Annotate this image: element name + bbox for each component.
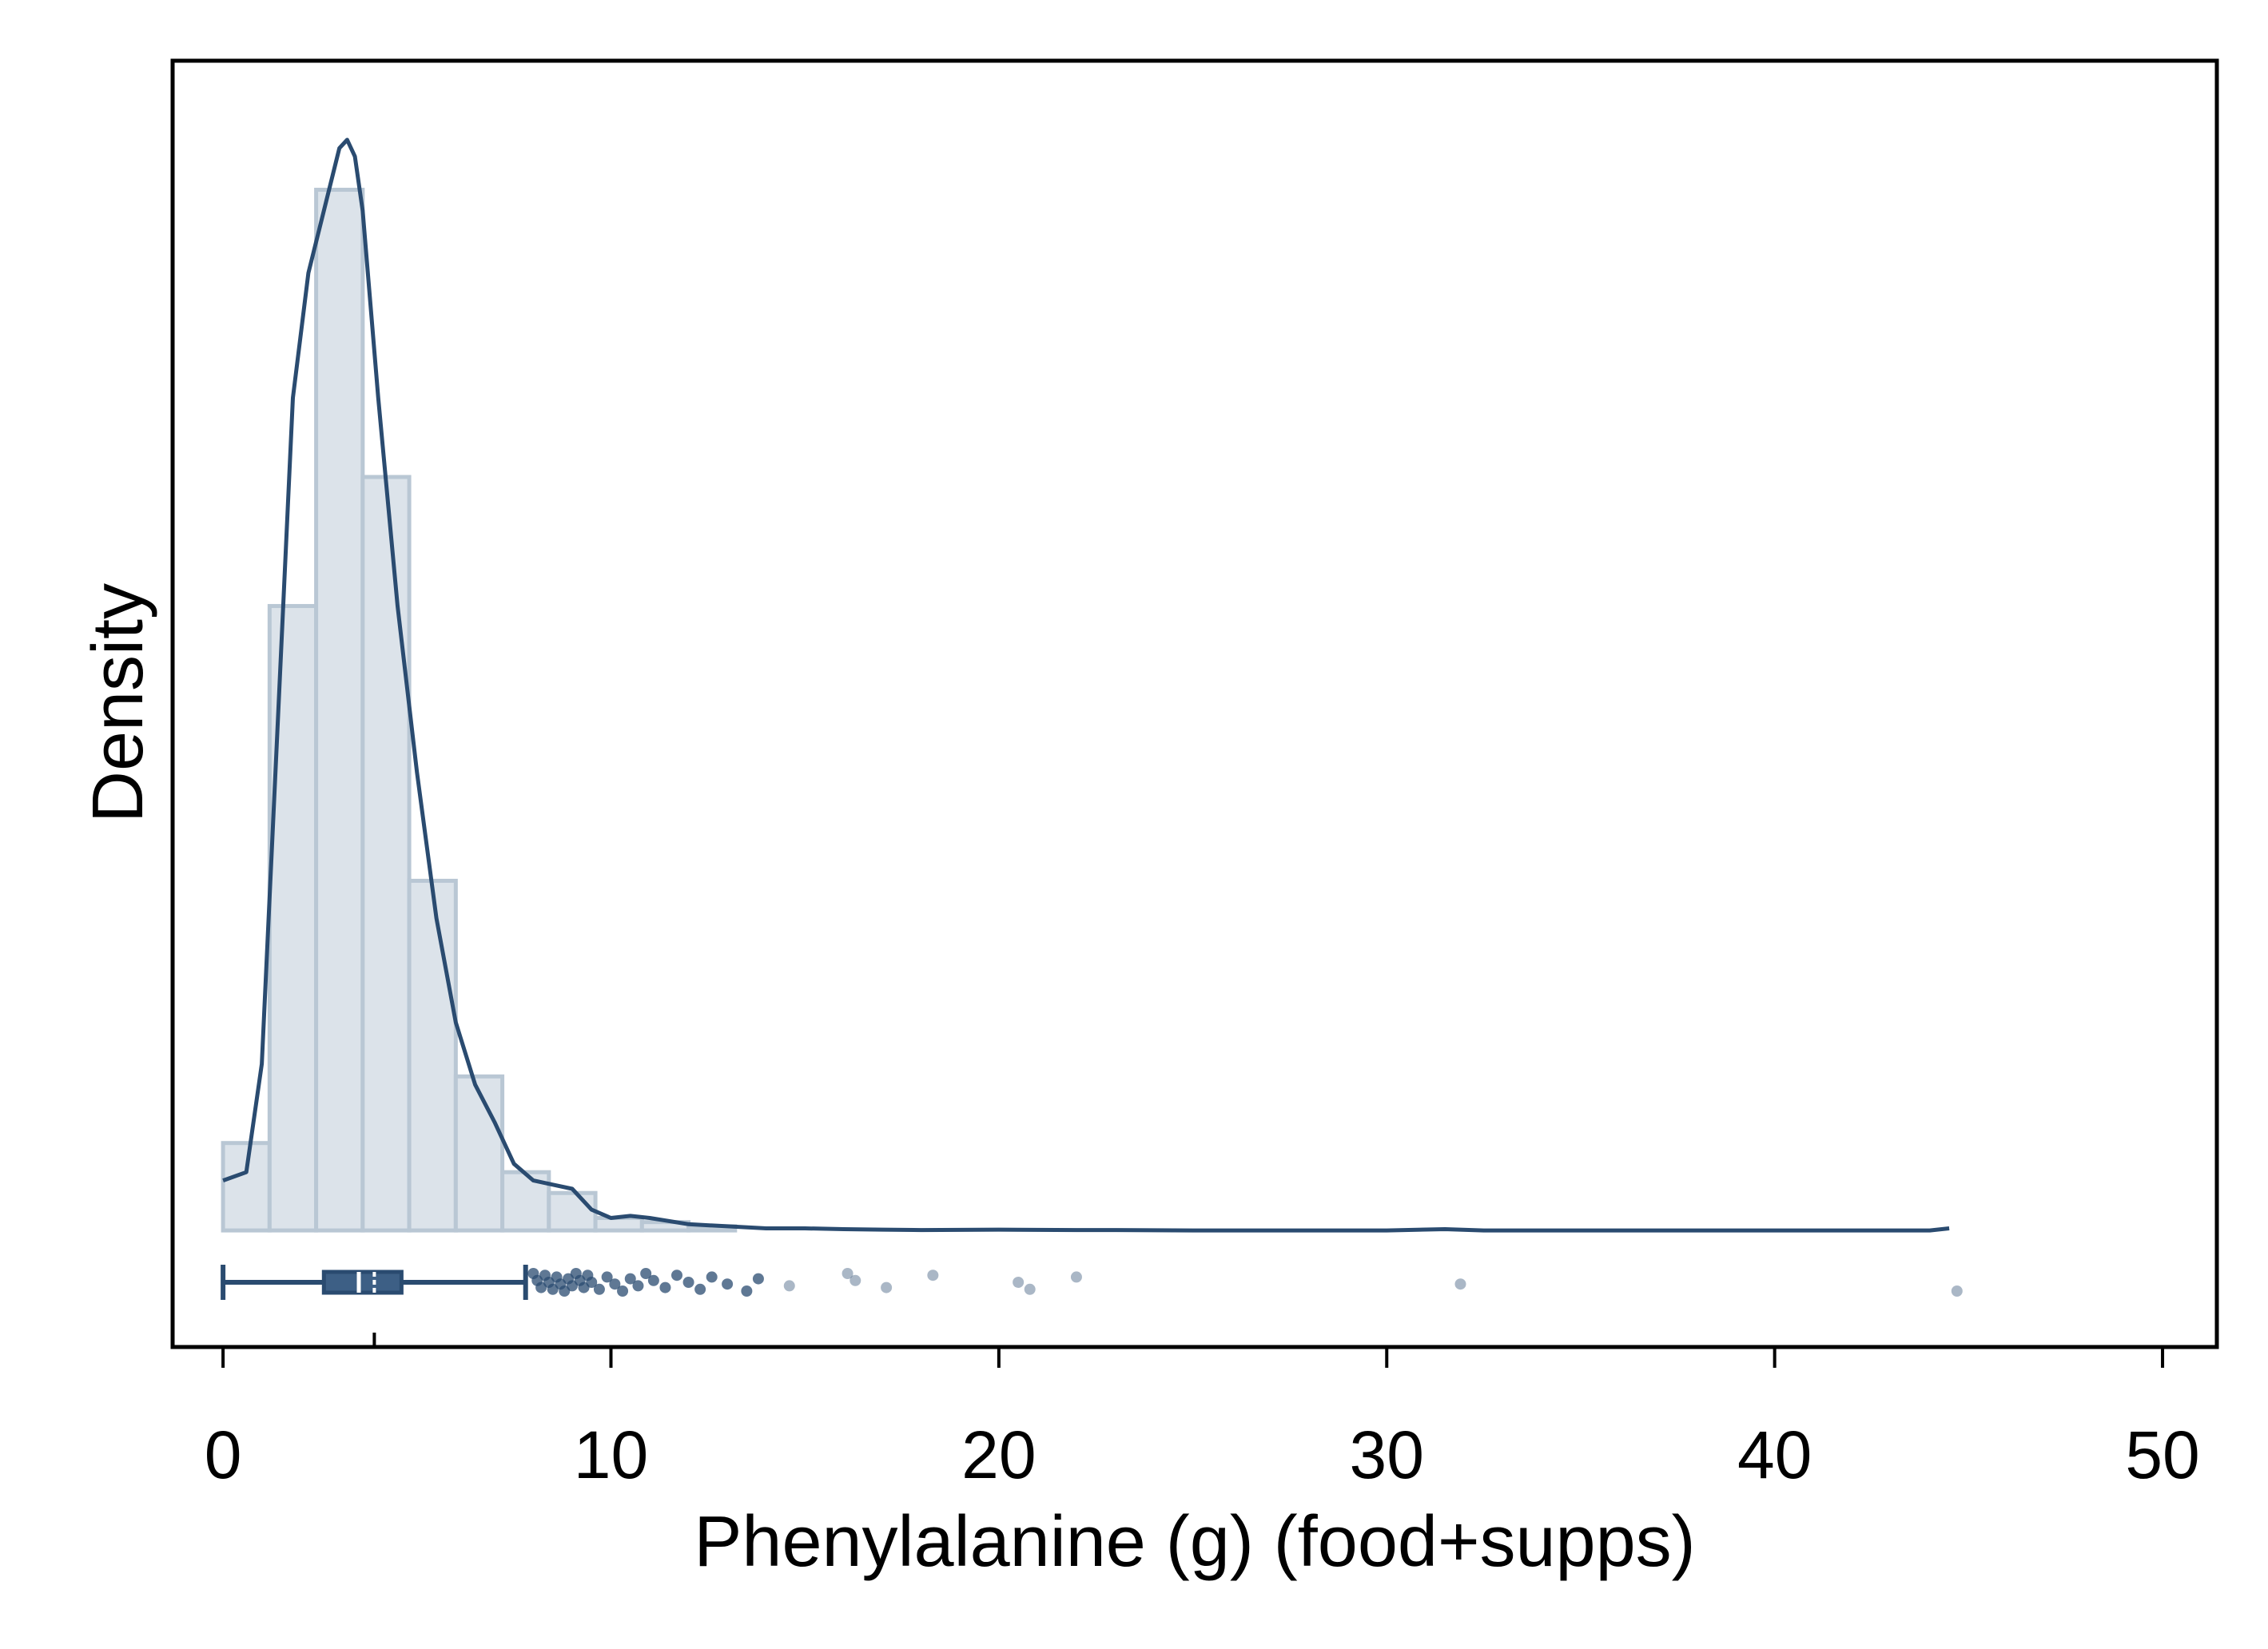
histogram-bars (221, 188, 738, 1233)
outlier-point (752, 1273, 764, 1285)
histogram-bar-3 (360, 475, 412, 1233)
histogram-bar-5 (453, 1074, 505, 1233)
histogram-bar-1 (267, 604, 319, 1233)
density-curve-layer (222, 137, 1950, 1233)
iqr-box (321, 1270, 404, 1295)
outlier-point (586, 1277, 598, 1288)
outlier-point (609, 1278, 621, 1290)
outlier-point (593, 1283, 605, 1295)
histogram-bar-0 (221, 1141, 272, 1233)
outlier-point (1454, 1278, 1466, 1290)
x-tick-label-50: 50 (2125, 1417, 2199, 1492)
histogram-bar-2 (314, 188, 365, 1233)
outlier-point (1024, 1283, 1036, 1295)
outlier-point (682, 1277, 694, 1288)
outlier-point (601, 1271, 613, 1283)
outlier-point (850, 1274, 861, 1286)
histogram-bar-8 (593, 1215, 644, 1233)
x-tick-label-20: 20 (961, 1417, 1036, 1492)
outlier-point (1070, 1271, 1082, 1283)
outlier-point (647, 1274, 659, 1286)
x-axis-title: Phenylalanine (g) (food+supps) (694, 1502, 1695, 1582)
outlier-points (527, 1268, 1963, 1297)
outlier-point (741, 1285, 753, 1297)
plot-frame (170, 58, 2219, 1349)
outlier-point (783, 1280, 795, 1292)
outlier-point (640, 1268, 652, 1279)
outlier-point (659, 1281, 671, 1293)
outlier-point (881, 1281, 893, 1293)
outlier-point (624, 1273, 636, 1285)
x-tick-label-10: 10 (574, 1417, 648, 1492)
outlier-point (632, 1280, 644, 1292)
outlier-point (1013, 1277, 1025, 1288)
histogram-bar-7 (547, 1190, 598, 1233)
x-tick-label-40: 40 (1737, 1417, 1812, 1492)
density-curve (222, 137, 1950, 1233)
y-axis-title: Density (78, 583, 158, 823)
outlier-point (617, 1285, 629, 1297)
outlier-point (1951, 1285, 1963, 1297)
x-tick-label-30: 30 (1350, 1417, 1424, 1492)
outlier-point (694, 1283, 706, 1295)
outlier-point (671, 1270, 683, 1281)
outlier-point (927, 1270, 939, 1281)
boxplot-layer (221, 1265, 528, 1347)
outlier-point (722, 1278, 734, 1290)
x-tick-label-0: 0 (205, 1417, 242, 1492)
outlier-point (706, 1271, 718, 1283)
histogram-bar-4 (407, 878, 458, 1233)
outlier-point (842, 1268, 853, 1279)
x-axis-ticks: 0 10 20 30 40 50 (205, 1347, 2200, 1492)
